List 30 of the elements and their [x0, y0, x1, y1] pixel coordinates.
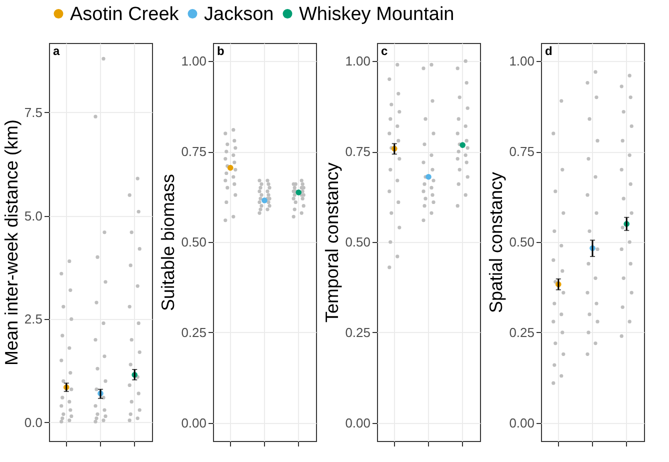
- y-tick-label: 2.5: [24, 312, 42, 327]
- legend-label: Jackson: [204, 4, 274, 25]
- y-tick-label: 0.00: [181, 415, 206, 430]
- y-tick-label: 5.0: [24, 208, 42, 224]
- y-tick-label: 0.00: [345, 415, 370, 430]
- y-axis-title: Temporal constancy: [322, 162, 342, 323]
- y-tick-label: 1.00: [181, 54, 206, 69]
- y-tick-label: 0.25: [181, 324, 206, 340]
- y-tick-label: 0.00: [509, 415, 534, 430]
- y-tick-label: 1.00: [509, 54, 534, 69]
- y-tick-label: 0.50: [181, 234, 206, 250]
- legend-label: Whiskey Mountain: [299, 4, 454, 25]
- y-tick-label: 1.00: [345, 54, 370, 69]
- y-tick-label: 0.0: [24, 414, 42, 430]
- y-tick-label: 0.25: [345, 324, 370, 340]
- y-axis-title: Spatial constancy: [486, 172, 506, 314]
- y-axis-title: Suitable biomass: [158, 174, 178, 312]
- y-axis-title: Mean inter-week distance (km): [1, 119, 22, 366]
- annotation: c: [381, 44, 388, 58]
- y-tick-label: 0.75: [181, 144, 206, 160]
- y-tick-label: 7.5: [24, 104, 42, 120]
- y-tick-label: 0.50: [509, 234, 534, 250]
- annotation: b: [217, 44, 224, 58]
- y-tick-label: 0.25: [509, 324, 534, 340]
- y-tick-label: 0.75: [345, 144, 370, 160]
- annotation: a: [53, 44, 60, 58]
- annotation: d: [545, 44, 552, 58]
- legend-label: Asotin Creek: [70, 4, 180, 25]
- y-tick-label: 0.75: [509, 144, 534, 160]
- y-tick-label: 0.50: [345, 234, 370, 250]
